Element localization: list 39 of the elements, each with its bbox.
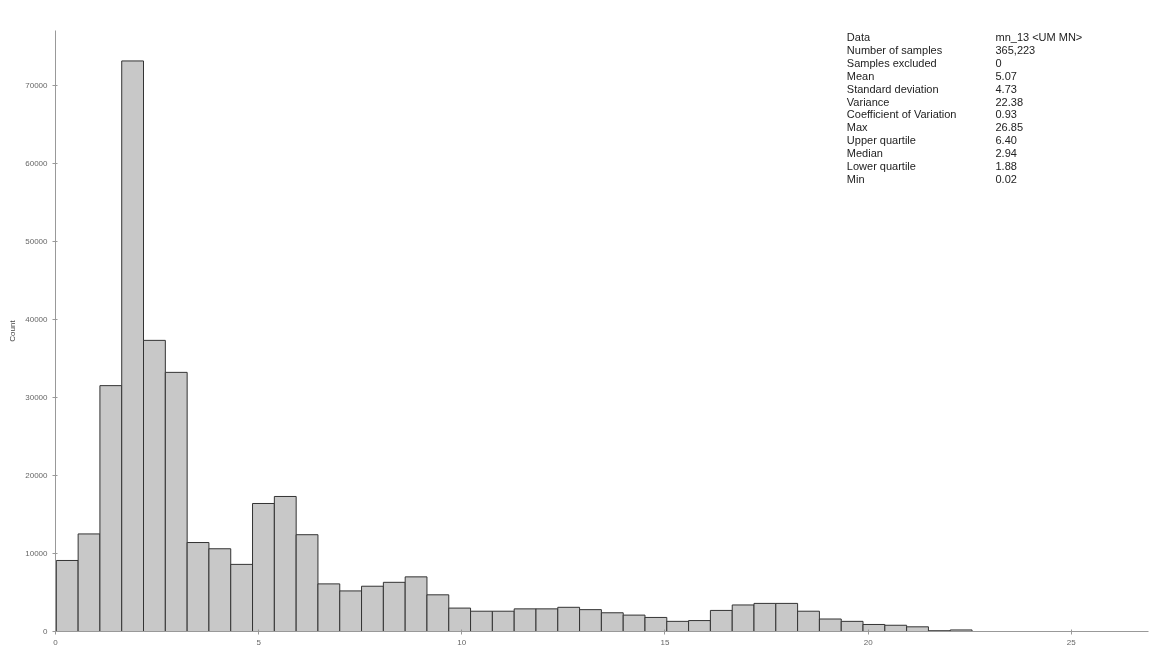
x-tick-label: 5 (256, 637, 262, 647)
annotation: Coefficient of Variation (846, 108, 957, 121)
annotation: mn_13 <UM MN> (995, 30, 1083, 43)
annotation: Mean (846, 69, 875, 82)
y-axis-title: Count (8, 319, 18, 342)
annotation: 5.07 (995, 69, 1017, 82)
annotation: Standard deviation (846, 82, 939, 95)
annotation: 22.38 (995, 95, 1024, 108)
annotation: Lower quartile (846, 160, 916, 173)
annotation: 26.85 (995, 121, 1024, 134)
annotation: Samples excluded (846, 56, 937, 69)
annotation: 2.94 (995, 147, 1017, 160)
x-tick-label: 15 (660, 637, 670, 647)
annotation: 365,223 (995, 43, 1036, 56)
y-tick-label: 40000 (25, 314, 49, 324)
annotation: 4.73 (995, 82, 1017, 95)
x-tick-label: 10 (457, 637, 467, 647)
x-tick-label: 20 (863, 637, 874, 647)
annotation: Max (846, 121, 869, 134)
y-tick-label: 30000 (25, 392, 49, 402)
x-tick-label: 0 (53, 637, 59, 647)
annotation: 6.40 (995, 134, 1017, 147)
y-tick-label: 10000 (25, 548, 49, 558)
annotation: Variance (846, 95, 890, 108)
annotation: Upper quartile (846, 134, 916, 147)
annotation: Min (846, 173, 865, 186)
y-tick-label: 50000 (25, 236, 49, 246)
y-tick-label: 70000 (25, 80, 49, 90)
annotation: Data (846, 30, 871, 43)
annotation: 0.02 (995, 173, 1017, 186)
annotation: 0 (995, 56, 1002, 69)
annotation: Number of samples (846, 43, 943, 56)
x-tick-label: 25 (1066, 637, 1077, 647)
annotation: 1.88 (995, 160, 1017, 173)
annotation: Median (846, 147, 883, 160)
y-tick-label: 20000 (25, 470, 49, 480)
y-tick-label: 0 (43, 627, 49, 636)
annotation: 0.93 (995, 108, 1017, 121)
y-tick-label: 60000 (25, 158, 49, 168)
